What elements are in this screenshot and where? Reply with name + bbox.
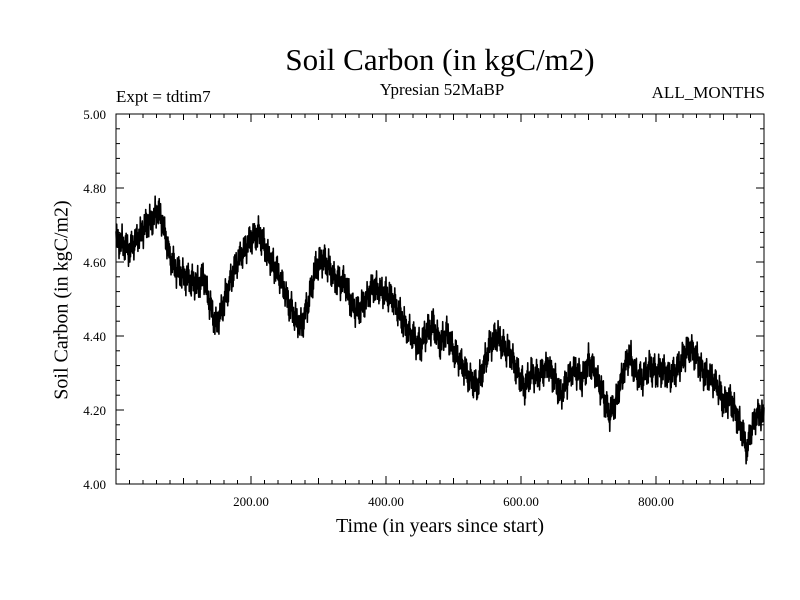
months-label: ALL_MONTHS	[651, 83, 765, 102]
plot-frame	[115, 113, 765, 485]
data-layer	[115, 195, 765, 465]
y-tick-label: 4.60	[83, 255, 106, 270]
x-tick-label: 200.00	[233, 494, 269, 509]
x-tick-label: 600.00	[503, 494, 539, 509]
experiment-label: Expt = tdtim7	[116, 87, 211, 106]
x-tick-label: 800.00	[638, 494, 674, 509]
y-tick-label: 4.80	[83, 181, 106, 196]
chart-title: Soil Carbon (in kgC/m2)	[285, 42, 595, 77]
y-tick-label: 4.00	[83, 477, 106, 492]
series-line-soil-carbon	[115, 195, 765, 465]
y-tick-label: 4.40	[83, 329, 106, 344]
y-tick-label: 5.00	[83, 107, 106, 122]
y-tick-label: 4.20	[83, 403, 106, 418]
x-axis-label: Time (in years since start)	[335, 515, 545, 537]
axis-layer: 4.00 4.20 4.40 4.60 4.80 5.00 200.00 400.00 600.…	[83, 107, 764, 509]
chart-subtitle: Ypresian 52MaBP	[379, 80, 505, 99]
x-tick-label: 400.00	[368, 494, 404, 509]
